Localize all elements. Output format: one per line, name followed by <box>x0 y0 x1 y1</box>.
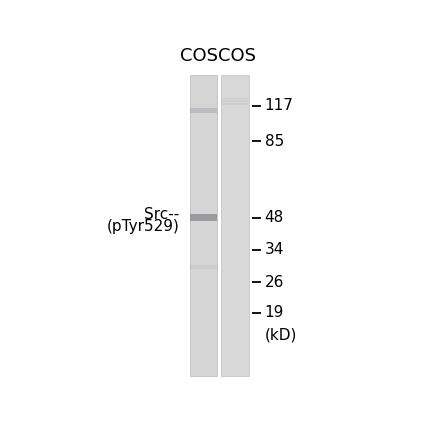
Bar <box>190 108 217 113</box>
Text: 117: 117 <box>265 98 293 113</box>
Bar <box>221 103 249 105</box>
Text: COSCOS: COSCOS <box>180 47 256 65</box>
Text: 26: 26 <box>265 275 284 290</box>
Bar <box>190 75 217 376</box>
Text: (kD): (kD) <box>265 327 297 342</box>
Text: (pTyr529): (pTyr529) <box>106 219 180 234</box>
Bar <box>221 98 249 99</box>
Bar <box>190 214 217 221</box>
Text: 85: 85 <box>265 134 284 149</box>
Bar <box>190 265 217 269</box>
Bar <box>221 75 249 376</box>
Text: 34: 34 <box>265 243 284 258</box>
Bar <box>221 101 249 102</box>
Text: 19: 19 <box>265 305 284 320</box>
Text: Src--: Src-- <box>144 207 180 222</box>
Text: 48: 48 <box>265 210 284 225</box>
